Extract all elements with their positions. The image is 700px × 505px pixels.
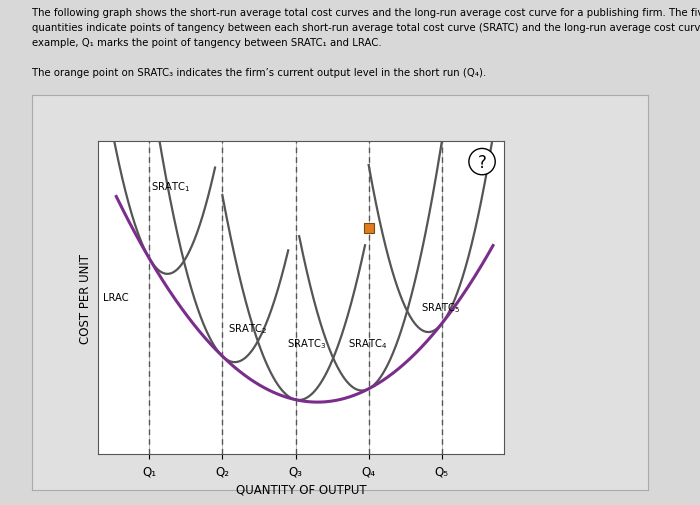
Text: example, Q₁ marks the point of tangency between SRATC₁ and LRAC.: example, Q₁ marks the point of tangency … <box>32 38 381 48</box>
Text: SRATC$_2$: SRATC$_2$ <box>228 322 267 335</box>
Text: SRATC$_1$: SRATC$_1$ <box>150 180 190 193</box>
Text: LRAC: LRAC <box>103 292 129 302</box>
Text: SRATC$_4$: SRATC$_4$ <box>348 336 388 350</box>
Text: The following graph shows the short-run average total cost curves and the long-r: The following graph shows the short-run … <box>32 8 700 18</box>
Text: SRATC$_5$: SRATC$_5$ <box>421 301 461 315</box>
Text: ?: ? <box>477 154 486 171</box>
Y-axis label: COST PER UNIT: COST PER UNIT <box>79 253 92 343</box>
Text: quantities indicate points of tangency between each short-run average total cost: quantities indicate points of tangency b… <box>32 23 700 33</box>
Text: The orange point on SRATC₃ indicates the firm’s current output level in the shor: The orange point on SRATC₃ indicates the… <box>32 68 486 78</box>
X-axis label: QUANTITY OF OUTPUT: QUANTITY OF OUTPUT <box>236 483 366 496</box>
Text: SRATC$_3$: SRATC$_3$ <box>287 336 326 350</box>
